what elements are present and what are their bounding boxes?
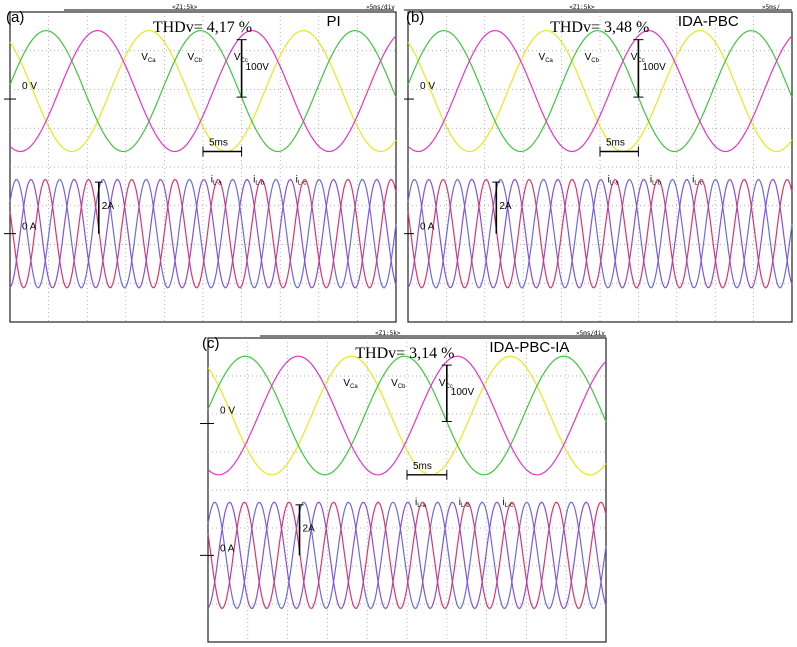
time-scale-label: 5ms <box>606 138 625 149</box>
voltage-phase-label: VCa <box>141 52 156 64</box>
current-phase-label: iL-b <box>253 175 265 187</box>
current-phase-sub: L-a <box>213 181 222 187</box>
voltage-va-trace <box>9 30 397 153</box>
voltage-phase-sub: Cb <box>591 58 599 64</box>
panel-c: <Z1:5k> »5ms/div 0 V 0 A (c) THDv= 3,14 % IDA-… <box>200 330 608 644</box>
voltage-vc-trace <box>407 29 793 153</box>
voltage-phase-sub: Ca <box>148 58 156 64</box>
current-phase-sub: L-c <box>505 503 513 509</box>
current-ic-trace <box>207 501 607 610</box>
voltage-phase-label: VCb <box>188 52 203 64</box>
voltage-va-trace <box>407 30 793 153</box>
header-trigger-label: <Z1:5k> <box>375 330 401 337</box>
thd-label: THDv= 3,14 % <box>355 345 454 362</box>
current-scale-label: 2A <box>102 201 115 212</box>
voltage-scale-label: 100V <box>642 62 666 73</box>
current-phase-sub: L-b <box>255 181 264 187</box>
current-phase-label: iL-c <box>296 175 307 187</box>
current-phase-sub: L-b <box>652 181 661 187</box>
header-trigger-label: <Z1:5k> <box>569 4 595 11</box>
panel-b: <Z1:5k> »5ms/0 V 0 A (b) THDv= 3,48 % IDA-PBC… <box>404 4 794 324</box>
controller-label: IDA-PBC <box>678 13 739 30</box>
panel-label: (b) <box>406 9 424 26</box>
controller-label: PI <box>327 13 341 30</box>
zero-a-label: 0 A <box>420 222 435 233</box>
voltage-vb-trace <box>407 29 793 153</box>
voltage-phase-sub: Cc <box>241 58 248 64</box>
zero-v-label: 0 V <box>420 81 435 92</box>
current-ib-trace <box>9 178 397 289</box>
header-timebase-label: »5ms/ <box>762 4 780 11</box>
current-phase-label: iL-a <box>608 175 620 187</box>
voltage-phase-sub: Ca <box>545 58 553 64</box>
current-phase-sub: L-b <box>461 503 470 509</box>
current-phase-sub: L-a <box>610 181 619 187</box>
current-phase-sub: L-c <box>694 181 702 187</box>
voltage-vc-trace <box>9 29 397 153</box>
current-phase-label: iL-b <box>650 175 662 187</box>
voltage-phase-sub: Ca <box>350 384 358 390</box>
oscilloscope-panel-a: <Z1:5k> »5ms/div 0 V 0 A (a) THDv= 4,17 % PI VC… <box>4 4 397 323</box>
current-ib-trace <box>207 501 607 610</box>
panel-label: (a) <box>6 9 24 26</box>
current-phase-sub: L-c <box>298 181 306 187</box>
current-phase-label: iL-a <box>211 175 223 187</box>
voltage-phase-label: VCa <box>343 378 358 390</box>
voltage-phase-label: VCb <box>391 378 406 390</box>
time-scale-label: 5ms <box>413 461 432 472</box>
voltage-vb-trace <box>9 29 397 153</box>
time-scale-label: 5ms <box>209 138 228 149</box>
voltage-scale-label: 100V <box>451 387 475 398</box>
header-timebase-label: »5ms/div <box>366 4 395 11</box>
current-phase-label: iL-a <box>415 497 427 509</box>
oscilloscope-panel-c: <Z1:5k> »5ms/div 0 V 0 A (c) THDv= 3,14 % IDA-… <box>200 330 607 643</box>
panel-label: (c) <box>202 335 220 352</box>
zero-v-label: 0 V <box>220 406 235 417</box>
current-ia-trace <box>407 178 793 289</box>
thd-label: THDv= 3,48 % <box>550 19 649 36</box>
header-timebase-label: »5ms/div <box>576 330 605 337</box>
voltage-phase-sub: Cc <box>446 384 453 390</box>
controller-label: IDA-PBC-IA <box>489 339 569 356</box>
voltage-va-trace <box>207 355 607 476</box>
voltage-scale-label: 100V <box>246 62 270 73</box>
current-ib-trace <box>407 178 793 289</box>
current-phase-sub: L-a <box>417 503 426 509</box>
voltage-vb-trace <box>207 355 607 476</box>
zero-a-label: 0 A <box>22 222 37 233</box>
voltage-phase-sub: Cc <box>637 58 644 64</box>
header-trigger-label: <Z1:5k> <box>172 4 198 11</box>
voltage-phase-sub: Cb <box>194 58 202 64</box>
panel-a: <Z1:5k> »5ms/div 0 V 0 A (a) THDv= 4,17 % PI VC… <box>4 4 398 324</box>
zero-v-label: 0 V <box>22 81 37 92</box>
current-phase-label: iL-c <box>503 497 514 509</box>
current-ic-trace <box>9 178 397 289</box>
current-scale-label: 2A <box>499 201 512 212</box>
current-phase-label: iL-c <box>692 175 703 187</box>
current-ic-trace <box>407 178 793 289</box>
current-ia-trace <box>9 178 397 289</box>
voltage-vc-trace <box>207 355 607 476</box>
current-phase-label: iL-b <box>459 497 471 509</box>
thd-label: THDv= 4,17 % <box>153 19 252 36</box>
zero-a-label: 0 A <box>220 543 235 554</box>
voltage-phase-label: VCa <box>539 52 554 64</box>
current-scale-label: 2A <box>303 523 316 534</box>
voltage-phase-label: VCb <box>585 52 600 64</box>
voltage-phase-sub: Cb <box>398 384 406 390</box>
oscilloscope-panel-b: <Z1:5k> »5ms/0 V 0 A (b) THDv= 3,48 % IDA-PBC… <box>404 4 793 323</box>
